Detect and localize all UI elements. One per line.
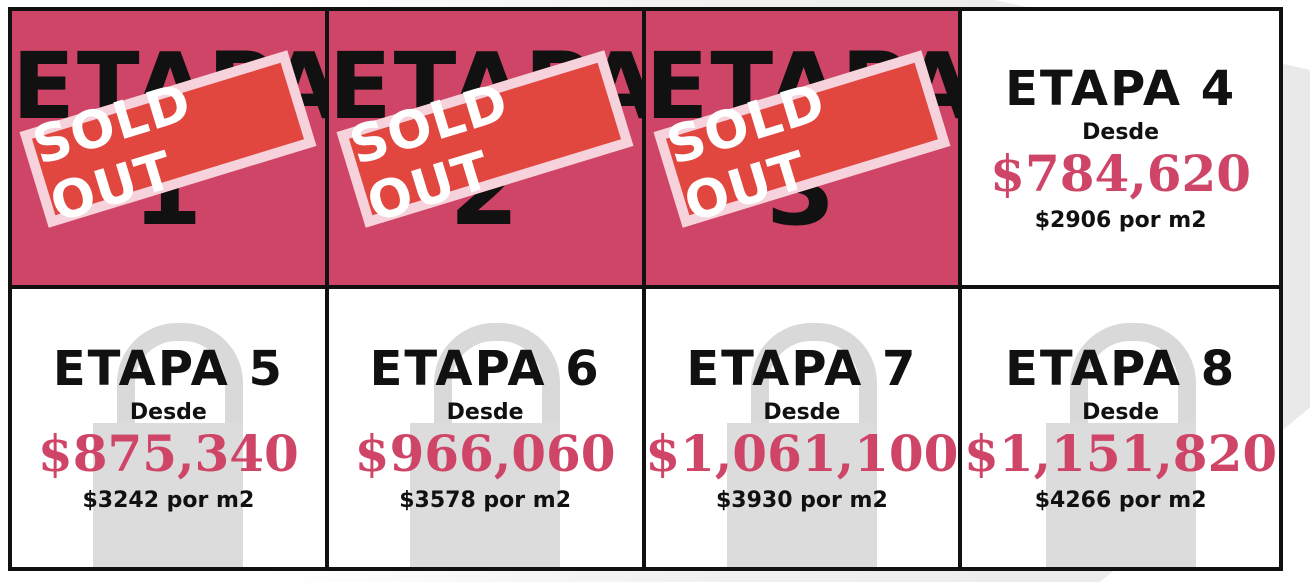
etapa-6-price: $966,060 [354,423,616,483]
etapa-8-price: $1,151,820 [964,423,1278,483]
etapa-4-desde: Desde [1082,119,1160,145]
etapa-8-desde: Desde [1082,399,1160,425]
etapa-4-price-per-m2: $2906 por m2 [1034,208,1207,234]
etapa-5-card: ETAPA 5 Desde $875,340 $3242 por m2 [12,289,329,567]
etapa-5-price-per-m2: $3242 por m2 [82,488,255,514]
etapa-8-title: ETAPA 8 [1005,340,1237,397]
etapa-7-price: $1,061,100 [645,423,959,483]
etapa-8-card: ETAPA 8 Desde $1,151,820 $4266 por m2 [962,289,1279,567]
lock-icon [1045,323,1196,567]
etapa-7-desde: Desde [763,399,841,425]
etapa-3-card: ETAPA 3 SOLD OUT [645,11,963,289]
etapa-6-card: ETAPA 6 Desde $966,060 $3578 por m2 [328,289,646,567]
etapa-5-title: ETAPA 5 [52,340,284,397]
etapa-7-card: ETAPA 7 Desde $1,061,100 $3930 por m2 [645,289,963,567]
lock-icon [410,323,561,567]
etapa-4-title: ETAPA 4 [1005,60,1237,117]
etapa-6-desde: Desde [446,399,524,425]
etapa-6-title: ETAPA 6 [369,340,601,397]
etapa-1-card: ETAPA 1 SOLD OUT [12,11,329,289]
etapa-7-price-per-m2: $3930 por m2 [715,488,888,514]
etapa-4-card: ETAPA 4 Desde $784,620 $2906 por m2 [962,11,1279,289]
etapa-8-price-per-m2: $4266 por m2 [1034,488,1207,514]
etapa-6-price-per-m2: $3578 por m2 [399,488,572,514]
etapa-2-card: ETAPA 2 SOLD OUT [328,11,646,289]
etapas-price-grid: ETAPA 1 SOLD OUT ETAPA 2 SOLD OUT ETAPA … [8,7,1283,571]
etapa-5-price: $875,340 [37,423,299,483]
lock-icon [726,323,877,567]
etapa-7-title: ETAPA 7 [686,340,918,397]
lock-icon [93,323,244,567]
etapa-4-price: $784,620 [990,143,1252,203]
etapa-5-desde: Desde [129,399,207,425]
